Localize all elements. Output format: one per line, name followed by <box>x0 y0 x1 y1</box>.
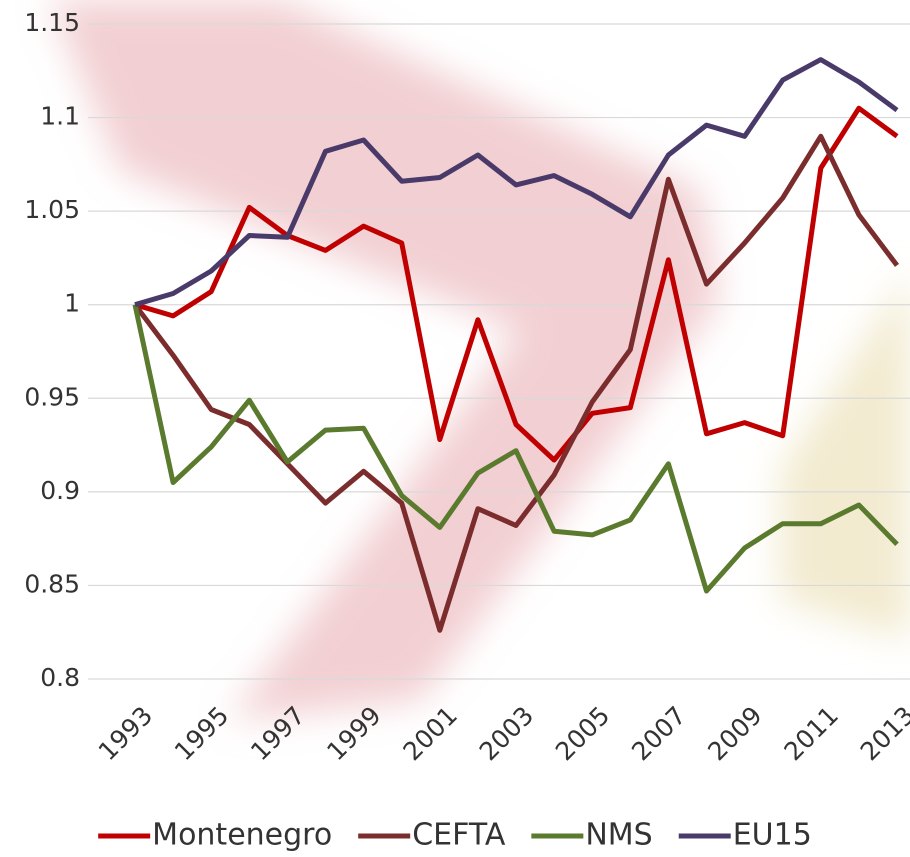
legend-label: CEFTA <box>412 818 506 853</box>
y-tick-label: 1.05 <box>24 195 80 224</box>
x-tick-label: 2013 <box>855 701 910 766</box>
legend-label: NMS <box>585 818 652 853</box>
x-tick-label: 2009 <box>702 701 767 766</box>
x-tick-label: 2003 <box>474 701 539 766</box>
legend-item: CEFTA <box>358 818 506 853</box>
x-tick-label: 2011 <box>778 701 843 766</box>
x-tick-label: 2005 <box>550 701 615 766</box>
legend-item: NMS <box>531 818 652 853</box>
y-tick-label: 1.1 <box>40 102 80 131</box>
x-tick-label: 2001 <box>397 701 462 766</box>
y-tick-label: 0.85 <box>24 569 80 598</box>
y-tick-label: 0.95 <box>24 382 80 411</box>
legend-label: EU15 <box>733 818 812 853</box>
legend-item: Montenegro <box>98 818 332 853</box>
x-tick-label: 1999 <box>321 701 386 766</box>
x-tick-label: 1995 <box>169 701 234 766</box>
legend-label: Montenegro <box>152 818 332 853</box>
y-tick-label: 1 <box>64 289 80 318</box>
chart: 0.80.850.90.9511.051.11.1519931995199719… <box>0 0 910 857</box>
y-tick-label: 0.9 <box>40 476 80 505</box>
legend: Montenegro CEFTA NMS EU15 <box>98 818 812 853</box>
y-tick-label: 1.15 <box>24 8 80 37</box>
y-tick-label: 0.8 <box>40 663 80 692</box>
x-tick-label: 1993 <box>93 701 158 766</box>
legend-item: EU15 <box>679 818 812 853</box>
x-tick-label: 2007 <box>626 701 691 766</box>
